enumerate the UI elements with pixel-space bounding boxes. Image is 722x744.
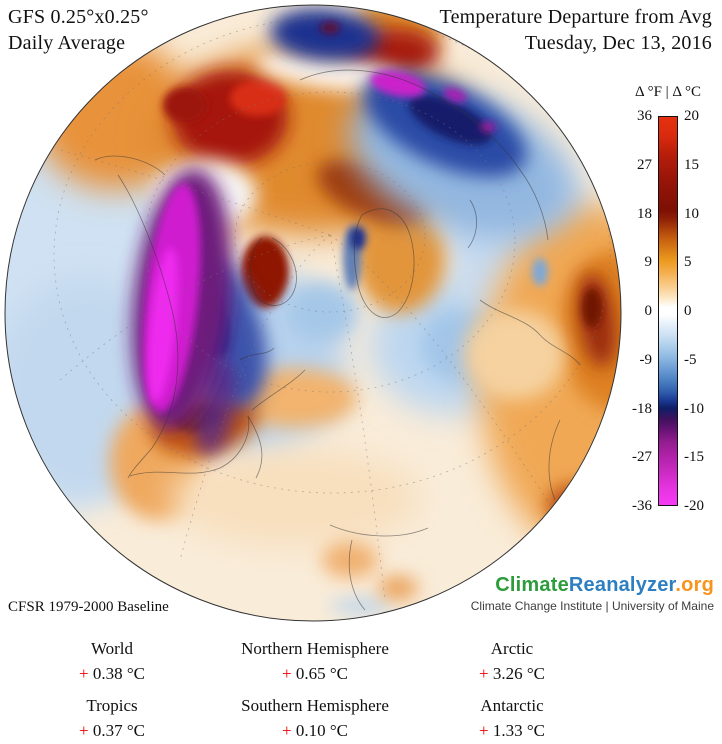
logo-climate: Climate: [495, 574, 569, 596]
stat-value: + 1.33 °C: [479, 721, 545, 740]
logo-reanalyzer: Reanalyzer: [568, 574, 676, 596]
institute-subtitle: Climate Change Institute | University of…: [470, 599, 714, 613]
stat-antarctic: Antarctic + 1.33 °C: [402, 696, 622, 741]
plus-sign: +: [79, 721, 89, 740]
colorbar-title: Δ °F | Δ °C: [635, 84, 701, 100]
colorbar-tick-f: 0: [644, 303, 653, 319]
stat-label: Arctic: [490, 639, 534, 658]
branding-block: ClimateReanalyzer.org Climate Change Ins…: [471, 574, 714, 613]
colorbar-tick-f: -18: [632, 401, 652, 417]
siberia-cold-band: [255, 8, 575, 286]
map-title: Temperature Departure from Avg: [439, 6, 712, 28]
colorbar-tick-c: -5: [684, 352, 697, 368]
dataset-model: GFS 0.25°x0.25°: [8, 6, 149, 28]
baseline-note: CFSR 1979-2000 Baseline: [8, 599, 169, 615]
plus-sign: +: [479, 664, 489, 683]
stat-value: + 0.65 °C: [282, 664, 348, 683]
stat-label: World: [90, 639, 134, 658]
colorbar-tick-f: 18: [637, 206, 652, 222]
logo-org: .org: [675, 574, 714, 596]
colorbar-tick-c: -15: [684, 449, 704, 465]
graticule: [53, 16, 611, 601]
colorbar-tick-c: -20: [684, 498, 704, 514]
stat-label: Tropics: [86, 696, 138, 715]
plus-sign: +: [282, 664, 292, 683]
plus-sign: +: [282, 721, 292, 740]
map-date: Tuesday, Dec 13, 2016: [524, 32, 712, 54]
colorbar-tick-f: -36: [632, 498, 652, 514]
dataset-header: GFS 0.25°x0.25° Daily Average: [8, 4, 149, 56]
globe-map: [4, 4, 622, 622]
colorbar-tick-f: 27: [637, 157, 652, 173]
dataset-average: Daily Average: [8, 32, 126, 54]
stat-arctic: Arctic + 3.26 °C: [402, 639, 622, 684]
stat-label: Antarctic: [480, 696, 544, 715]
colorbar-tick-f: 9: [644, 254, 653, 270]
colorbar-tick-f: 36: [637, 108, 652, 124]
stat-value: + 0.38 °C: [79, 664, 145, 683]
globe-svg: [4, 4, 622, 622]
stat-northern-hemisphere: Northern Hemisphere + 0.65 °C: [200, 639, 430, 684]
coastlines: [94, 69, 581, 611]
colorbar-tick-c: 5: [684, 254, 692, 270]
stat-label: Northern Hemisphere: [241, 639, 389, 658]
plus-sign: +: [79, 664, 89, 683]
colorbar-tick-c: 10: [684, 206, 699, 222]
map-title-block: Temperature Departure from Avg Tuesday, …: [440, 4, 712, 56]
colorbar-tick-f: -9: [639, 352, 653, 368]
stat-southern-hemisphere: Southern Hemisphere + 0.10 °C: [200, 696, 430, 741]
colorbar-tick-c: 0: [684, 303, 692, 319]
colorbar-tick-f: -27: [632, 449, 652, 465]
stat-value: + 0.10 °C: [282, 721, 348, 740]
colorbar-tick-c: 20: [684, 108, 699, 124]
colorbar-tick-c: 15: [684, 157, 699, 173]
stat-tropics: Tropics + 0.37 °C: [2, 696, 222, 741]
north-america-cold-band: [132, 160, 366, 456]
climate-reanalyzer-logo: ClimateReanalyzer.org: [471, 574, 714, 596]
colorbar-gradient: [658, 116, 678, 506]
stat-value: + 3.26 °C: [479, 664, 545, 683]
plus-sign: +: [479, 721, 489, 740]
stat-label: Southern Hemisphere: [241, 696, 389, 715]
globe-rim: [4, 4, 622, 622]
stat-value: + 0.37 °C: [79, 721, 145, 740]
colorbar-tick-c: -10: [684, 401, 704, 417]
stat-world: World + 0.38 °C: [2, 639, 222, 684]
